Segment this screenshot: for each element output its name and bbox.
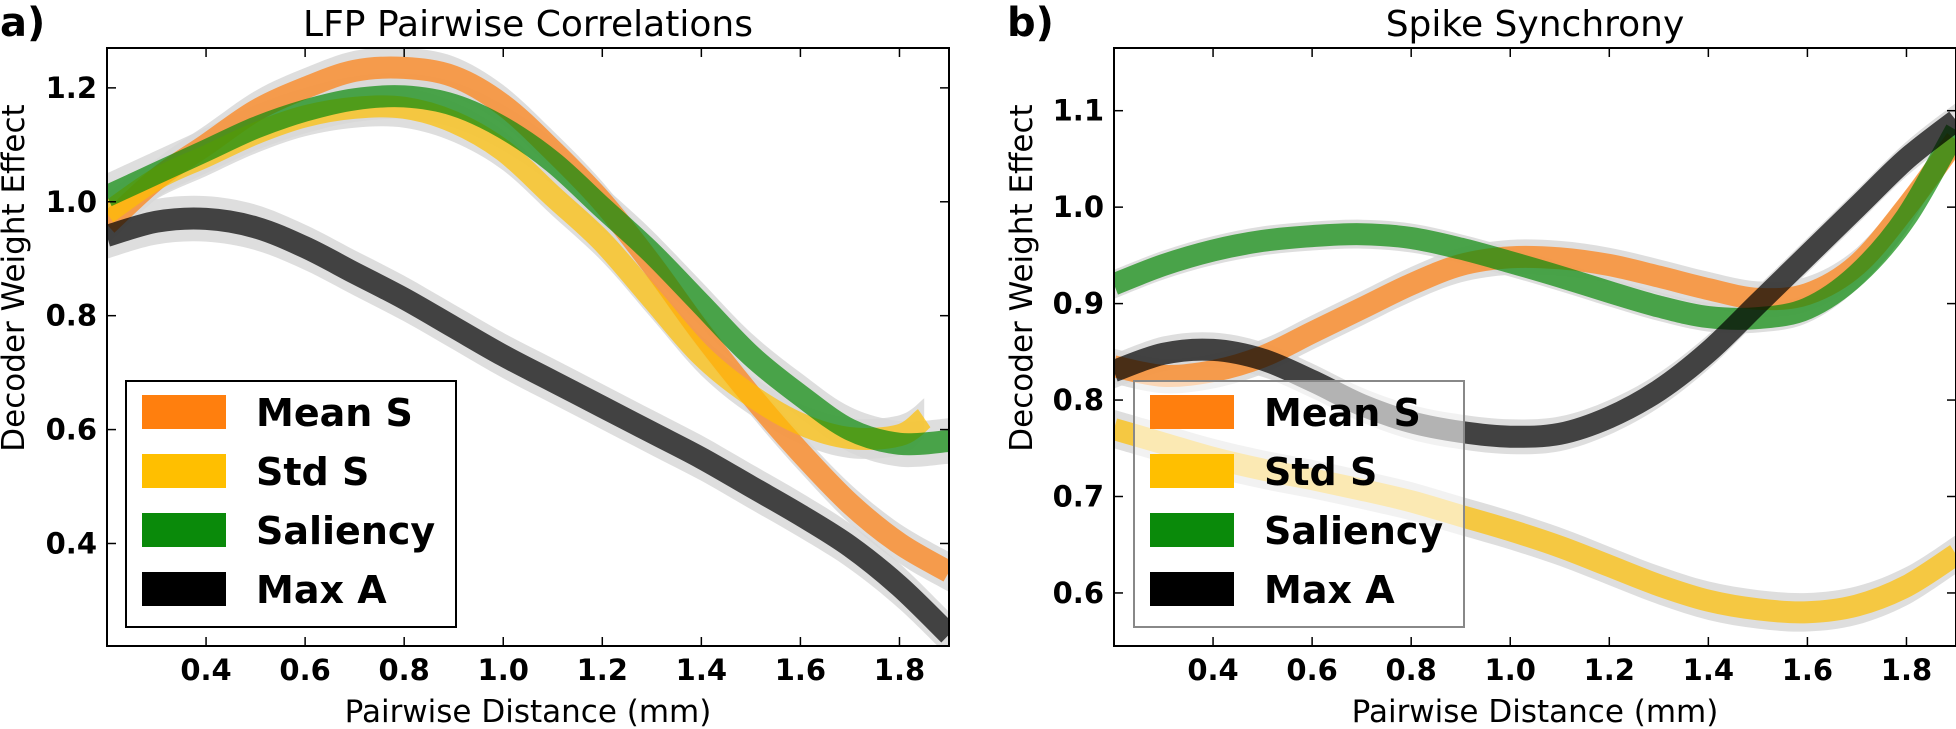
panel-b-x-tick-label: 1.8 <box>1881 653 1932 687</box>
panel-b-legend-swatch-mean-s <box>1150 395 1234 429</box>
panel-b-title: Spike Synchrony <box>1386 4 1685 45</box>
panel-b-axes-frame <box>1113 47 1956 647</box>
panel-b-y-tick-label: 0.9 <box>1053 287 1104 321</box>
panel-a-x-tick-label: 1.8 <box>874 653 925 687</box>
panel-b-legend-label-mean-s: Mean S <box>1264 391 1421 435</box>
panel-a-legend-swatch-max-a <box>142 572 226 606</box>
panel-b: b) Spike Synchrony 0.4 0.6 0.8 1.0 1.2 1.4 1.6… <box>1004 0 1956 729</box>
panel-b-legend: Mean S Std S Saliency Max A <box>1133 380 1465 628</box>
panel-a-x-tick-label: 1.4 <box>676 653 727 687</box>
panel-b-label: b) <box>1007 0 1054 46</box>
panel-b-y-tick-label: 1.1 <box>1053 94 1104 128</box>
panel-a-legend-label-max-a: Max A <box>256 568 387 612</box>
panel-b-x-tick-label: 1.4 <box>1683 653 1734 687</box>
panel-a-legend-label-mean-s: Mean S <box>256 391 413 435</box>
panel-b-x-tick-label: 1.6 <box>1782 653 1833 687</box>
panel-a-y-tick-label: 0.4 <box>46 526 97 560</box>
panel-b-y-tick-label: 0.6 <box>1053 576 1104 610</box>
panel-b-x-axis-label: Pairwise Distance (mm) <box>1352 694 1719 729</box>
panel-a-title: LFP Pairwise Correlations <box>303 4 753 45</box>
panel-b-line-max-a <box>1114 111 1956 448</box>
panel-b-plot: 0.4 0.6 0.8 1.0 1.2 1.4 1.6 1.8 0.6 0.7 0.8 0.9 1.0 1… <box>1053 47 1956 687</box>
panel-a-axes-frame <box>106 47 950 647</box>
panel-b-legend-swatch-max-a <box>1150 572 1234 606</box>
panel-b-legend-swatch-saliency <box>1150 513 1234 547</box>
panel-a-legend-label-saliency: Saliency <box>256 509 435 553</box>
panel-a-x-axis-label: Pairwise Distance (mm) <box>345 694 712 729</box>
panel-b-y-tick-label: 0.8 <box>1053 383 1104 417</box>
panel-b-x-tick-label: 0.6 <box>1286 653 1337 687</box>
panel-b-band-saliency <box>1114 115 1956 334</box>
panel-b-y-tick-label: 0.7 <box>1053 480 1104 514</box>
panel-a-legend-swatch-saliency <box>142 513 226 547</box>
panel-a-x-tick-label: 0.8 <box>378 653 429 687</box>
panel-a-y-axis-label: Decoder Weight Effect <box>0 104 32 451</box>
panel-b-legend-label-max-a: Max A <box>1264 568 1395 612</box>
panel-a-legend-swatch-std-s <box>142 454 226 488</box>
panel-a-y-tick-label: 0.6 <box>46 413 97 447</box>
panel-a-y-tick-label: 1.2 <box>46 71 97 105</box>
panel-a-plot: 0.4 0.6 0.8 1.0 1.2 1.4 1.6 1.8 0.4 0.6 0.8 1.0 1.2 M… <box>46 47 950 687</box>
panel-a-line-saliency <box>107 85 949 456</box>
panel-a-legend-label-std-s: Std S <box>256 450 369 494</box>
panel-a-legend-swatch-mean-s <box>142 395 226 429</box>
panel-a-x-tick-label: 1.6 <box>775 653 826 687</box>
panel-b-y-tick-label: 1.0 <box>1053 190 1104 224</box>
panel-a-legend: Mean S Std S Saliency Max A <box>125 380 457 628</box>
panel-b-x-tick-label: 0.8 <box>1385 653 1436 687</box>
panel-a: a) LFP Pairwise Correlations 0.4 0.6 0.8 1.… <box>0 0 950 729</box>
panel-b-x-tick-label: 1.2 <box>1584 653 1635 687</box>
panel-a-series-lines <box>107 56 949 643</box>
panel-a-label: a) <box>0 0 45 46</box>
panel-b-x-tick-label: 0.4 <box>1187 653 1238 687</box>
panel-b-y-axis-label: Decoder Weight Effect <box>1004 104 1040 451</box>
panel-a-y-tick-label: 0.8 <box>46 299 97 333</box>
panel-a-x-tick-label: 1.0 <box>478 653 529 687</box>
panel-a-x-tick-label: 0.4 <box>180 653 231 687</box>
panel-b-line-saliency <box>1114 124 1956 330</box>
panel-b-legend-label-std-s: Std S <box>1264 450 1377 494</box>
panel-a-band-max-a <box>107 195 949 646</box>
panel-b-legend-swatch-std-s <box>1150 454 1234 488</box>
panel-b-legend-label-saliency: Saliency <box>1264 509 1443 553</box>
panel-b-x-tick-label: 1.0 <box>1485 653 1536 687</box>
panel-a-x-tick-label: 0.6 <box>279 653 330 687</box>
panel-a-y-tick-label: 1.0 <box>46 185 97 219</box>
panel-a-x-tick-label: 1.2 <box>577 653 628 687</box>
panel-a-line-max-a <box>107 207 949 643</box>
